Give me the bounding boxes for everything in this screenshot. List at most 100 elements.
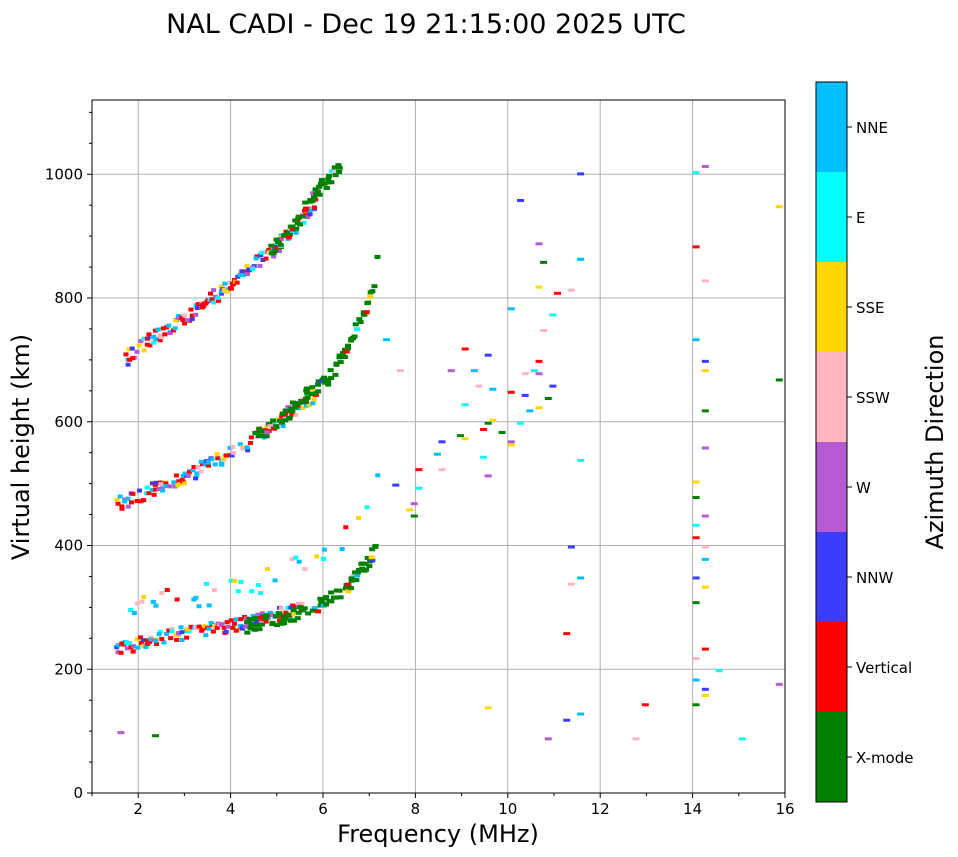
echo-point: [157, 338, 163, 343]
echo-point: [325, 382, 332, 387]
echo-point: [715, 669, 723, 673]
echo-point: [517, 421, 525, 425]
echo-point: [184, 318, 190, 323]
echo-point: [206, 626, 212, 631]
echo-point: [250, 266, 256, 271]
echo-point: [135, 645, 141, 650]
echo-point: [326, 173, 333, 178]
echo-point: [148, 637, 154, 642]
echo-point: [125, 496, 131, 501]
echo-point: [127, 357, 133, 362]
echo-point: [317, 596, 324, 601]
echo-point: [259, 250, 265, 255]
echo-point: [295, 216, 302, 221]
echo-point: [369, 558, 376, 563]
echo-point: [167, 484, 173, 489]
echo-point: [163, 481, 169, 486]
echo-point: [271, 248, 278, 253]
echo-point: [290, 611, 296, 616]
echo-point: [218, 461, 224, 466]
echo-point: [161, 640, 167, 645]
echo-point: [577, 576, 585, 580]
echo-point: [406, 508, 414, 512]
x-tick-label: 12: [591, 800, 610, 818]
echo-point: [169, 627, 175, 632]
echo-point: [225, 624, 231, 629]
echo-point: [146, 491, 152, 496]
echo-point: [211, 300, 217, 305]
echo-point: [174, 597, 180, 602]
echo-point: [360, 310, 367, 315]
echo-point: [554, 291, 561, 295]
colorbar-tick-label: NNW: [856, 569, 893, 587]
echo-point: [577, 458, 585, 462]
echo-point: [205, 463, 211, 468]
echo-point: [311, 397, 317, 402]
echo-point: [775, 682, 783, 686]
echo-point: [198, 469, 204, 474]
echo-point: [284, 616, 291, 621]
echo-point: [205, 460, 211, 465]
echo-point: [163, 484, 169, 489]
echo-point: [328, 590, 335, 595]
echo-point: [228, 618, 234, 623]
echo-point: [692, 576, 700, 580]
echo-point: [336, 169, 343, 174]
echo-point: [181, 481, 187, 486]
echo-point: [289, 224, 296, 229]
echo-point: [775, 378, 783, 382]
echo-point: [244, 630, 251, 635]
echo-point: [299, 214, 306, 219]
echo-point: [304, 395, 311, 400]
echo-point: [276, 249, 282, 254]
echo-point: [230, 444, 236, 449]
echo-point: [182, 471, 188, 476]
echo-point: [214, 625, 220, 630]
echo-point: [184, 635, 190, 640]
echo-point: [154, 480, 160, 485]
echo-point: [278, 606, 284, 611]
y-tick-label: 0: [73, 784, 83, 802]
x-tick-label: 10: [498, 800, 517, 818]
echo-point: [277, 242, 284, 247]
echo-point: [288, 605, 294, 610]
echo-point: [530, 369, 538, 373]
echo-point: [156, 486, 162, 491]
echo-point: [145, 641, 151, 646]
echo-point: [517, 199, 525, 202]
echo-point: [270, 250, 277, 255]
echo-point: [353, 327, 360, 332]
echo-point: [280, 411, 287, 416]
echo-point: [188, 624, 194, 629]
echo-point: [304, 390, 311, 395]
echo-point: [295, 610, 302, 615]
echo-point: [267, 610, 273, 615]
echo-point: [357, 320, 364, 325]
echo-point: [156, 632, 162, 637]
echo-point: [489, 387, 497, 391]
echo-point: [318, 178, 325, 183]
echo-point: [115, 501, 121, 506]
echo-point: [164, 631, 170, 636]
echo-point: [701, 545, 709, 549]
echo-point: [180, 317, 186, 322]
echo-point: [311, 391, 318, 396]
echo-point: [176, 631, 182, 636]
echo-point: [301, 220, 307, 225]
echo-point: [563, 718, 571, 722]
echo-point: [364, 301, 371, 306]
echo-point: [203, 633, 209, 638]
echo-point: [364, 505, 370, 510]
echo-point: [144, 342, 150, 347]
echo-point: [507, 390, 515, 394]
echo-point: [159, 591, 165, 596]
echo-point: [521, 393, 529, 397]
echo-point: [172, 484, 178, 489]
echo-point: [540, 328, 548, 332]
echo-point: [292, 604, 298, 609]
echo-point: [343, 525, 349, 530]
echo-point: [339, 546, 345, 551]
echo-point: [187, 469, 193, 474]
echo-point: [284, 230, 291, 235]
echo-point: [182, 313, 188, 318]
